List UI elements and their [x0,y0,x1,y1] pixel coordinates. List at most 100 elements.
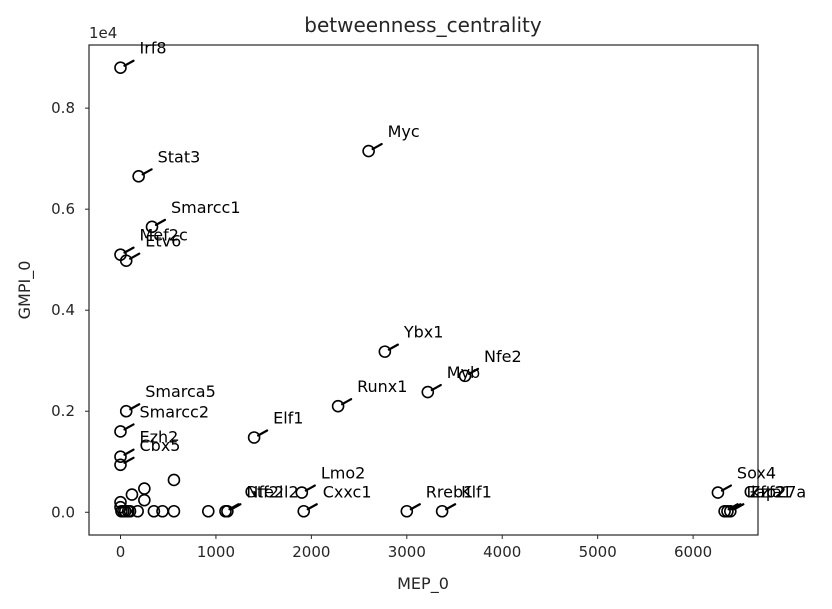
x-axis: 0 1000 2000 3000 4000 5000 6000 [116,535,712,561]
data-point [147,504,161,518]
y-axis: 0.0 0.2 0.4 0.6 0.8 [51,99,89,521]
data-point [114,425,127,438]
y-axis-exponent-label: 1e4 [89,24,117,42]
point-label: Smarcc1 [171,198,241,217]
label-leader-line [304,484,316,492]
label-leader-line [123,246,135,254]
data-point [295,486,309,499]
point-label: Klf1 [461,482,492,501]
label-leader-line [257,429,269,437]
point-label: Mef2c [139,226,187,245]
data-point [724,504,737,518]
y-tick-label: 0.8 [51,99,75,117]
point-label: Cxxc1 [323,482,372,501]
point-label: Ikzf2 [746,482,784,501]
data-point [400,504,414,518]
point-label: Lmo2 [321,464,365,483]
point-label: Nfe2 [484,347,522,366]
data-point [435,504,449,518]
data-point [362,144,375,158]
data-point [145,220,159,234]
chart-title: betweenness_centrality [304,13,542,37]
label-leader-line [387,343,399,351]
label-leader-line [129,252,141,260]
data-point [167,473,181,487]
point-label: Ybx1 [403,323,444,342]
point-label: Cbx5 [139,436,180,455]
data-point [119,254,133,268]
label-leader-line [371,142,383,151]
point-label: Myb [447,363,480,382]
label-leader-line [409,503,421,511]
y-tick-label: 0.4 [51,301,75,319]
data-point [378,345,392,358]
label-leader-line [123,448,135,456]
data-point [711,486,725,499]
point-label: Irf8 [139,39,166,58]
label-leader-line [306,503,318,511]
label-leader-line [123,423,135,431]
x-tick-label: 3000 [388,543,426,561]
point-label: Gata1 [744,482,792,501]
label-leader-line [730,503,742,511]
data-point [331,399,345,413]
x-tick-label: 0 [116,543,126,561]
y-tick-label: 0.2 [51,402,75,420]
data-point [201,504,215,518]
point-label: Elf1 [273,409,303,428]
label-leader-line [430,383,442,392]
point-label: Runx1 [357,377,407,396]
data-point [131,504,144,518]
point-label: Etv6 [145,232,181,251]
data-point [297,504,311,518]
data-point [247,431,261,444]
data-point [114,61,127,75]
point-label: Gtf2i [244,482,283,501]
x-tick-label: 1000 [197,543,235,561]
point-label: Smarcc2 [139,402,209,421]
data-point [219,504,232,518]
label-leader-line [340,398,353,406]
data-point [167,504,181,518]
x-tick-label: 6000 [674,543,712,561]
point-label: Sox4 [737,464,776,483]
data-point [125,488,139,501]
point-label: Stat3 [158,147,201,166]
label-leader-line [123,456,135,464]
label-leader-line [467,367,480,375]
data-point [421,385,435,399]
y-tick-label: 0.0 [51,503,75,521]
label-leader-line [141,168,153,176]
y-tick-label: 0.6 [51,200,75,218]
data-point [138,482,151,495]
data-point [114,458,127,472]
label-leader-line [154,218,167,226]
x-axis-label: MEP_0 [397,574,449,594]
point-label: Nfe2l2 [246,482,298,501]
x-tick-label: 4000 [483,543,521,561]
plot-area-frame [88,44,759,536]
point-label: Smarca5 [145,382,216,401]
label-leader-line [720,484,733,492]
point-label: Myc [388,122,420,141]
label-leader-line [129,403,141,411]
point-label: Zfp27a [749,482,806,501]
y-axis-label: GMPI_0 [15,261,35,320]
data-point [458,369,472,383]
data-point [132,170,145,183]
label-leader-line [228,503,240,511]
label-leader-line [733,503,745,511]
data-point [138,493,151,507]
point-label: Rreb1 [426,482,474,501]
unlabeled-points [114,473,215,518]
data-point [123,504,137,518]
data-point [119,404,133,418]
label-leader-line [445,503,457,511]
point-label: Ezh2 [139,428,178,447]
x-tick-label: 5000 [579,543,617,561]
label-leader-line [123,59,135,67]
x-tick-label: 2000 [292,543,330,561]
data-point [114,450,127,464]
